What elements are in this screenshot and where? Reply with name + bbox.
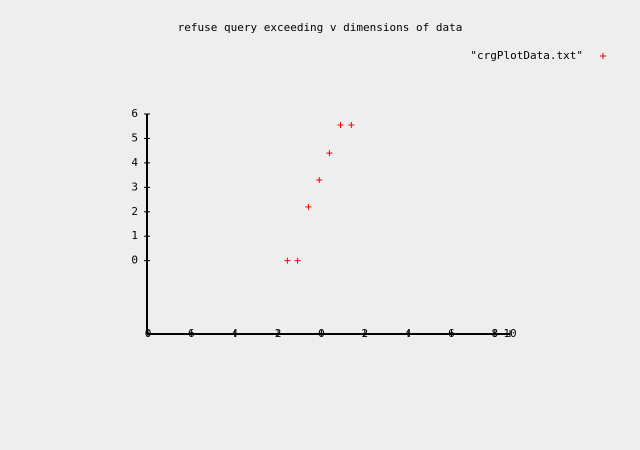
y-tick-label: 6 xyxy=(131,107,138,120)
x-tick-label: 6 xyxy=(188,327,195,340)
y-tick-label: 3 xyxy=(131,180,138,193)
point xyxy=(337,122,344,128)
x-tick-label: 2 xyxy=(361,327,368,340)
point xyxy=(294,257,301,264)
y-tick-label: 4 xyxy=(131,156,138,169)
x-tick-label: 0 xyxy=(318,327,325,340)
point xyxy=(348,122,355,128)
x-tick-label: 10 xyxy=(503,327,516,340)
x-tick-label: 4 xyxy=(405,327,412,340)
x-tick-label: 8 xyxy=(492,327,499,340)
legend-marker xyxy=(600,53,606,59)
point xyxy=(284,257,291,264)
y-tick-label: 0 xyxy=(131,254,138,267)
point xyxy=(326,150,333,157)
y-tick-label: 2 xyxy=(131,205,138,218)
x-tick-label: 6 xyxy=(448,327,455,340)
x-tick-label: 4 xyxy=(231,327,238,340)
y-tick-label: 1 xyxy=(131,229,138,242)
point xyxy=(305,203,312,210)
chart-title: refuse query exceeding v dimensions of d… xyxy=(178,21,463,34)
legend-label: "crgPlotData.txt" xyxy=(470,49,583,62)
x-tick-label: 2 xyxy=(275,327,282,340)
x-tick-label: 0 xyxy=(145,327,152,340)
y-tick-label: 5 xyxy=(131,131,138,144)
point xyxy=(316,177,323,183)
